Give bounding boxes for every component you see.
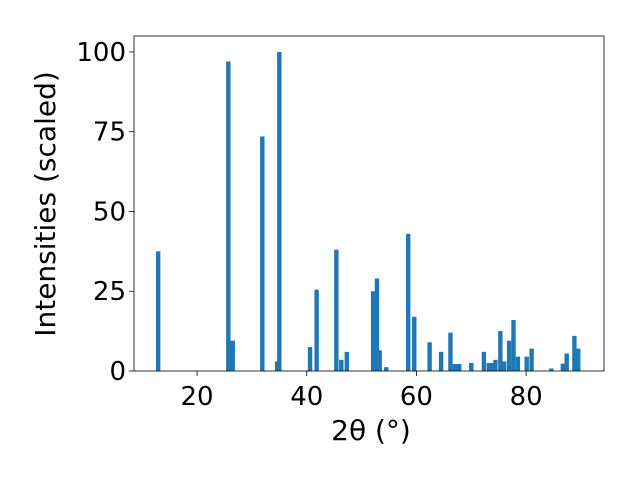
x-tick-label: 20	[181, 382, 214, 412]
bar-29	[506, 340, 512, 371]
y-axis-label: Intensities (scaled)	[29, 71, 62, 337]
bar-15	[406, 233, 411, 371]
bar-37	[572, 335, 577, 371]
bar-36	[564, 353, 569, 371]
x-tick-label: 40	[290, 382, 323, 412]
bar-26	[493, 359, 498, 371]
bar-17	[427, 342, 432, 371]
y-tick-label: 100	[76, 38, 126, 68]
bar-23	[481, 351, 487, 371]
bar-5	[277, 51, 282, 371]
x-axis-label: 2θ (°)	[331, 414, 411, 447]
bar-0	[155, 251, 161, 371]
bar-6	[307, 347, 313, 371]
bar-16	[412, 316, 417, 371]
y-tick-label: 25	[93, 277, 126, 307]
bar-11	[370, 291, 376, 371]
y-axis-ticks: 0 25 50 75 100	[76, 38, 134, 387]
y-tick-label: 0	[109, 357, 126, 387]
bar-9	[339, 359, 344, 371]
bar-24	[486, 363, 492, 371]
bar-13	[377, 350, 382, 371]
bar-1	[226, 61, 231, 372]
bars-layer	[155, 51, 581, 372]
bar-35	[560, 363, 566, 371]
bar-25	[490, 363, 495, 371]
bar-34	[549, 368, 554, 371]
bar-3	[260, 136, 265, 371]
bar-38	[576, 348, 581, 371]
bar-14	[384, 367, 389, 371]
bar-10	[344, 351, 349, 371]
bar-32	[524, 356, 529, 371]
bar-20	[452, 363, 458, 371]
bar-30	[511, 319, 516, 371]
bar-27	[498, 331, 503, 371]
y-tick-label: 50	[93, 197, 126, 227]
bar-21	[457, 363, 462, 371]
plot-frame	[133, 35, 605, 372]
y-tick-label: 75	[93, 118, 126, 148]
bar-8	[334, 249, 339, 371]
bar-22	[469, 363, 474, 371]
bar-12	[374, 278, 380, 371]
x-tick-label: 80	[510, 382, 543, 412]
bar-7	[314, 289, 319, 371]
bar-31	[515, 356, 521, 371]
x-tick-label: 60	[400, 382, 433, 412]
bar-2	[230, 340, 235, 371]
bar-33	[529, 348, 534, 371]
x-axis-ticks: 20 40 60 80	[181, 371, 543, 412]
bar-18	[438, 351, 444, 371]
bar-28	[501, 361, 507, 371]
bar-19	[448, 332, 453, 371]
